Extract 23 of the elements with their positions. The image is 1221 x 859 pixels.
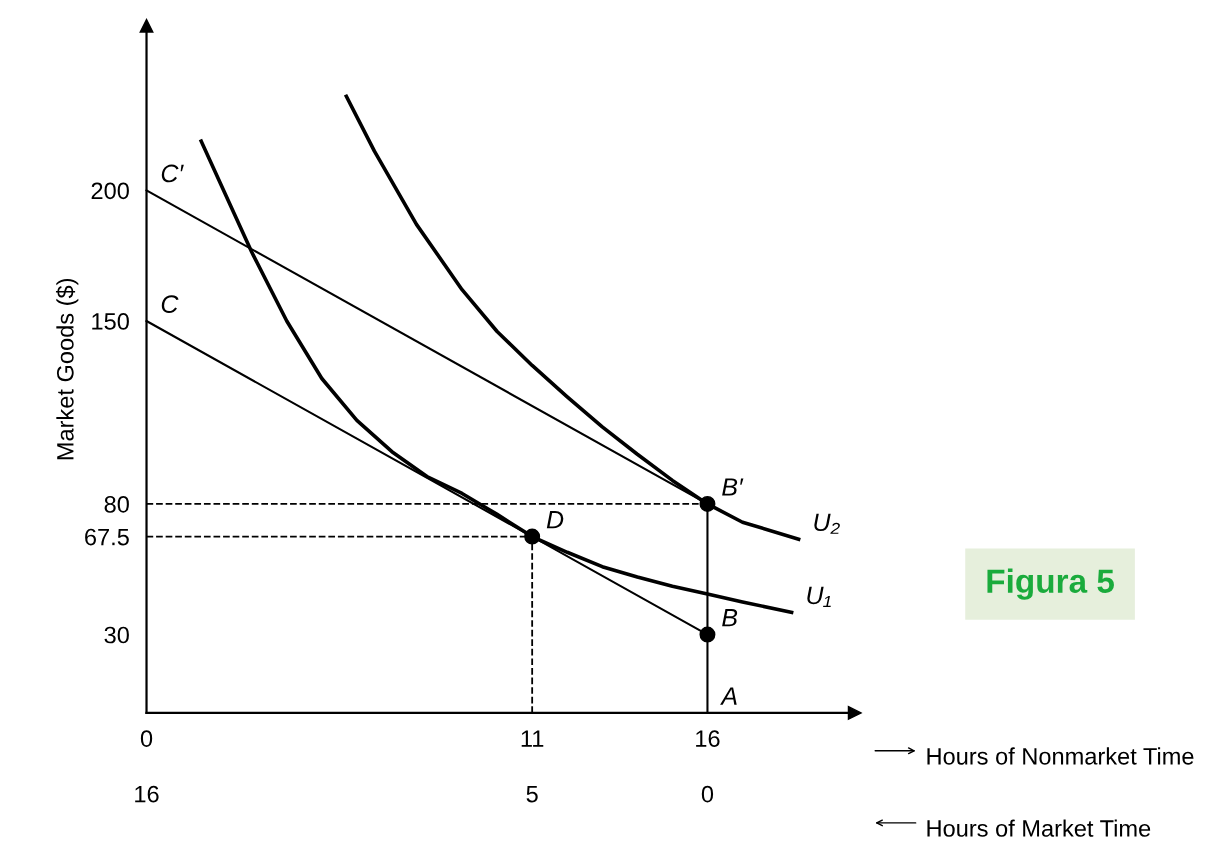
y-tick-label: 200 [91, 182, 129, 200]
x2-tick-label: 0 [701, 785, 714, 803]
annotation: A [720, 687, 737, 705]
y-axis-title: Market Goods ($) [55, 278, 79, 460]
x-tick-label: 11 [521, 730, 544, 747]
x2-tick-label: 16 [135, 785, 159, 803]
annotation: D [546, 511, 564, 529]
y-tick-label: 80 [104, 496, 129, 513]
x-tick-label: 0 [140, 730, 153, 747]
y-tick-label: 30 [104, 626, 129, 644]
x2-tick-label: 5 [526, 785, 538, 803]
text: Figura 5 [987, 568, 1114, 600]
x2-axis-title: Hours of Market Time [927, 819, 1151, 837]
x-axis-title: Hours of Nonmarket Time [927, 747, 1194, 765]
annotation: C [161, 295, 179, 313]
annotation: U₁ [807, 586, 831, 608]
annotation: C′ [161, 164, 184, 183]
y-tick-label: 67.5 [85, 528, 129, 546]
x-tick-label: 16 [696, 730, 720, 747]
y-tick-label: 150 [92, 313, 129, 330]
annotation: U₂ [814, 513, 840, 534]
annotation: B′ [722, 478, 744, 496]
annotation: B [722, 609, 738, 627]
